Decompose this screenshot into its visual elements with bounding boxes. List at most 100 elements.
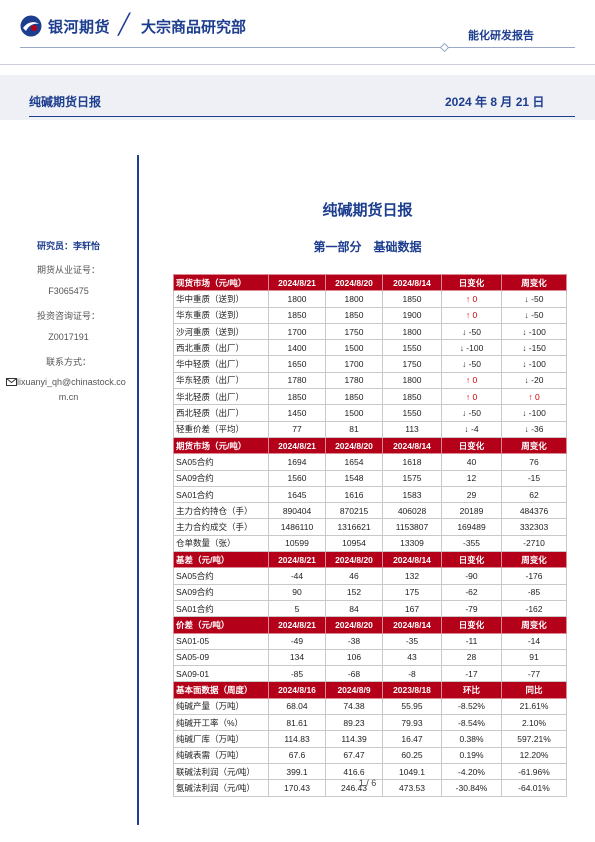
table-cell: 113 (382, 420, 442, 438)
table-cell: 0.38% (441, 730, 502, 748)
section-header-cell: 现货市场（元/吨） (173, 273, 269, 292)
table-cell: 1694 (268, 453, 326, 471)
table-row: SA09合约 90 152 175 -62 -85 (173, 583, 567, 601)
table-cell: 20189 (441, 502, 502, 520)
table-cell: 152 (325, 583, 383, 601)
table-cell: 5 (268, 599, 326, 618)
table-row: SA05-09 134 106 43 28 91 (173, 648, 567, 667)
header-separator: ╱ (118, 14, 131, 36)
table-cell: 周变化 (501, 616, 567, 634)
band-top-line (0, 64, 595, 65)
table-cell: ↓ -20 (501, 371, 567, 390)
table-cell: 332303 (501, 518, 567, 536)
table-cell: ↑ 0 (441, 290, 502, 308)
table-cell: 1550 (382, 339, 442, 357)
row-label-cell: 华东轻质（出厂） (173, 371, 269, 390)
table-cell: 1616 (325, 485, 383, 504)
table-cell: 2024/8/21 (268, 273, 326, 292)
table-cell: 90 (268, 583, 326, 601)
table-cell: 2024/8/20 (325, 551, 383, 569)
table-cell: 67.6 (268, 746, 326, 764)
table-cell: -2710 (501, 534, 567, 553)
row-label-cell: 华中重质（送到） (173, 290, 269, 308)
table-row: SA01-05 -49 -38 -35 -11 -14 (173, 632, 567, 650)
table-cell: 77 (268, 420, 326, 438)
row-label-cell: 轻重价差（平均） (173, 420, 269, 438)
table-cell: 81.61 (268, 714, 326, 732)
table-row: SA05合约 -44 46 132 -90 -176 (173, 567, 567, 585)
table-cell: ↓ -50 (441, 322, 502, 341)
contact-email[interactable]: lixuanyi_qh@chinastock.co (6, 377, 137, 387)
table-cell: 1850 (382, 290, 442, 308)
advisor-number: Z0017191 (48, 332, 89, 342)
table-cell: 2024/8/21 (268, 616, 326, 634)
table-header-row: 基本面数据（周度） 2024/8/16 2024/8/9 2023/8/18 环比 同比 (173, 681, 567, 699)
table-row: 仓单数量（张） 10599 10954 13309 -355 -2710 (173, 534, 567, 553)
row-label-cell: 华中轻质（出厂） (173, 355, 269, 373)
table-cell: 2024/8/21 (268, 551, 326, 569)
table-cell: -15 (501, 469, 567, 487)
section-title: 第一部分 基础数据 (313, 240, 422, 254)
table-cell: 1800 (268, 290, 326, 308)
table-row: 主力合约持仓（手） 890404 870215 406028 20189 484376 (173, 502, 567, 520)
row-label-cell: SA01合约 (173, 599, 269, 618)
table-cell: 0.19% (441, 746, 502, 764)
table-cell: ↑ 0 (501, 388, 567, 406)
table-cell: 周变化 (501, 436, 567, 455)
table-cell: -30.84% (441, 779, 502, 797)
table-cell: 1645 (268, 485, 326, 504)
galaxy-logo-icon (20, 15, 42, 37)
section-header-cell: 期货市场（元/吨） (173, 436, 269, 455)
table-row: SA01合约 5 84 167 -79 -162 (173, 599, 567, 618)
table-cell: 74.38 (325, 697, 383, 716)
table-cell: -68 (325, 665, 383, 683)
table-cell: 1850 (325, 306, 383, 324)
table-cell: 2024/8/20 (325, 436, 383, 455)
email-line-2[interactable]: m.cn (58, 392, 79, 402)
email-line-1[interactable]: lixuanyi_qh@chinastock.co (17, 377, 126, 387)
table-cell: 环比 (441, 681, 502, 699)
page-number: 1 / 6 (358, 778, 377, 788)
table-header-row: 基差（元/吨） 2024/8/21 2024/8/20 2024/8/14 日变化 周变化 (173, 551, 567, 569)
table-cell: 12.20% (501, 746, 567, 764)
table-cell: 1316621 (325, 518, 383, 536)
table-cell: 43 (382, 648, 442, 667)
table-row: 轻重价差（平均） 77 81 113 ↓ -4 ↓ -36 (173, 420, 567, 438)
table-cell: ↓ -4 (441, 420, 502, 438)
row-label-cell: 仓单数量（张） (173, 534, 269, 553)
table-cell: 81 (325, 420, 383, 438)
table-cell: 1560 (268, 469, 326, 487)
table-header-row: 期货市场（元/吨） 2024/8/21 2024/8/20 2024/8/14 日变化周… (173, 436, 567, 455)
table-cell: 175 (382, 583, 442, 601)
table-cell: 114.39 (325, 730, 383, 748)
table-cell: -17 (441, 665, 502, 683)
header-divider (20, 47, 575, 48)
table-cell: 1700 (325, 355, 383, 373)
table-cell: -8.54% (441, 714, 502, 732)
table-cell: 170.43 (268, 779, 326, 797)
table-cell: 1575 (382, 469, 442, 487)
contact-label: 联系方式： (45, 357, 91, 367)
table-cell: 62 (501, 485, 567, 504)
row-label-cell: 纯碱产量（万吨） (173, 697, 269, 716)
table-cell: 2024/8/14 (382, 436, 442, 455)
table-row: 纯碱产量（万吨） 68.04 74.38 55.95 -8.52% 21.61% (173, 697, 567, 716)
title-band (0, 75, 595, 120)
table-cell: ↓ -100 (501, 355, 567, 373)
row-label-cell: SA05合约 (173, 567, 269, 585)
section-header-cell: 价差（元/吨） (173, 616, 269, 634)
table-cell: 1800 (382, 371, 442, 390)
table-cell: 28 (441, 648, 502, 667)
table-cell: 1500 (325, 339, 383, 357)
table-row: 华东轻质（出厂） 1780 1780 1800 ↑ 0 ↓ -20 (173, 371, 567, 390)
table-cell: ↑ 0 (441, 388, 502, 406)
table-row: SA05合约 1694 1654 1618 40 76 (173, 453, 567, 471)
brand-name: 银河期货 (48, 19, 111, 36)
researcher-name: 研究员：李轩怡 (36, 241, 100, 251)
table-cell: ↓ -100 (441, 339, 502, 357)
table-cell: 10954 (325, 534, 383, 553)
table-cell: 91 (501, 648, 567, 667)
table-cell: -38 (325, 632, 383, 650)
table-cell: 日变化 (441, 551, 502, 569)
row-label-cell: SA05-09 (173, 648, 269, 667)
